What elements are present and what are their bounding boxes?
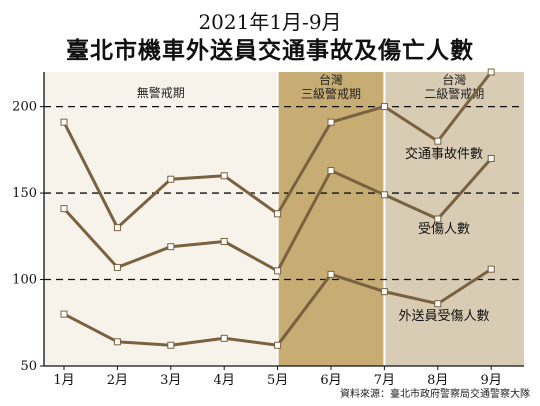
data-point [434,300,442,308]
period-label: 台灣 [319,72,343,87]
x-tick-label: 9月 [481,373,502,388]
data-points [60,68,495,349]
period-label: 二級警戒期 [424,86,484,101]
x-tick-label: 6月 [320,373,341,388]
x-tick-label: 3月 [160,373,181,388]
series-label: 交通事故件數 [405,146,483,162]
period-label: 三級警戒期 [301,86,361,101]
chart-title: 臺北市機車外送員交通事故及傷亡人數 [66,37,474,64]
x-tick-label: 5月 [267,373,288,388]
data-point [327,118,335,126]
data-point [167,341,175,349]
data-point [167,175,175,183]
x-tick-label: 7月 [374,373,395,388]
data-point [220,172,228,180]
data-point [380,103,388,111]
data-point [434,137,442,145]
data-point [487,68,495,76]
data-point [327,270,335,278]
data-point [487,265,495,273]
data-point [60,310,68,318]
data-point [487,154,495,162]
y-tick-labels: 50 100 150 200 [12,100,44,374]
data-point [274,341,282,349]
y-tick-label: 200 [12,100,37,115]
data-point [167,243,175,251]
y-tick-label: 150 [12,186,37,201]
period-label: 台灣 [442,72,466,87]
y-tick-label: 100 [12,273,37,288]
axes [43,72,524,367]
series-label: 受傷人數 [418,222,470,237]
dashed-gridlines [44,105,524,281]
period-label: 無警戒期 [137,85,185,100]
data-point [380,288,388,296]
x-tick-label: 1月 [53,373,74,388]
period-band-1 [44,72,278,366]
data-point [380,191,388,199]
data-point [60,118,68,126]
chart-title-year: 2021年1月-9月 [198,10,342,34]
data-point [274,267,282,275]
data-point [113,224,121,232]
series-label: 外送員受傷人數 [398,309,489,324]
x-tick-label: 4月 [214,373,235,388]
source-note: 資料來源：臺北市政府警察局交通警察大隊 [340,389,530,400]
data-point [327,167,335,175]
data-point [220,334,228,342]
data-point [220,237,228,245]
y-tick-label: 50 [20,359,37,374]
x-tick-label: 8月 [427,373,448,388]
x-tick-label: 2月 [107,373,128,388]
data-point [274,210,282,218]
data-point [113,338,121,346]
data-point [434,215,442,223]
data-point [60,205,68,213]
x-tick-labels: 1月 2月 3月 4月 5月 6月 7月 8月 9月 [53,366,502,388]
data-point [113,263,121,271]
